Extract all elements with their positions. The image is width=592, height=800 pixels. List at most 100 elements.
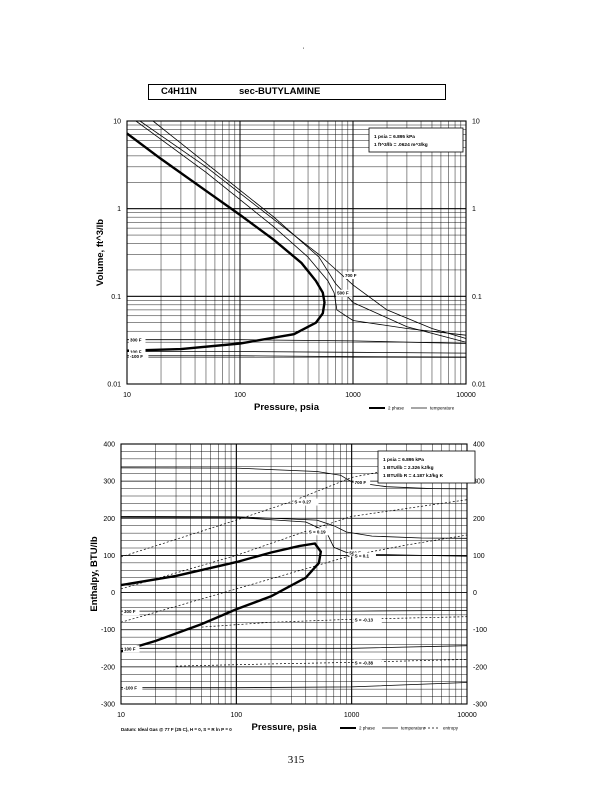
series-line-temperature: [120, 467, 468, 490]
legend-label: temperature: [401, 726, 426, 731]
series-label-bg: [123, 684, 143, 692]
x-tick-label: 1000: [344, 712, 360, 719]
series-line-entropy: [120, 499, 468, 590]
x-tick-label: 1000: [345, 392, 361, 399]
series-label-bg: [123, 608, 140, 616]
plot-frame: [120, 443, 468, 705]
series-label-bg: [293, 498, 319, 506]
y-tick-label-left: -100: [101, 627, 115, 634]
x-tick-label: 10000: [456, 392, 476, 399]
series-line-2-phase: [120, 542, 323, 653]
datum-footnote: Datum: Ideal Gas @ 77 F (25 C), H = 0, S…: [121, 727, 232, 732]
unit-note: 1 psia = 6.895 kPa: [374, 134, 415, 140]
series-label-bg: [129, 352, 149, 360]
series-label: 700 F: [345, 273, 357, 278]
series-label-bg: [129, 336, 146, 344]
scan-mark: ': [303, 48, 305, 54]
y-tick-label-right: 100: [473, 553, 485, 560]
volume-chart: 10 100 1000 10000 10 10 1 1 0.1 0.1 0.01 0.01 Pressu…: [95, 119, 486, 414]
series-label-bg: [353, 659, 382, 667]
compound-title-box: C4H11N sec-BUTYLAMINE: [148, 84, 446, 100]
y-tick-label-left: 100: [103, 553, 115, 560]
series-line-entropy: [120, 454, 468, 558]
series-line-temperature: [121, 682, 468, 689]
y-tick-label-left: 0.01: [107, 382, 121, 389]
series-label-bg: [344, 272, 361, 280]
y-axis-label: Enthalpy, BTU/lb: [89, 536, 100, 611]
y-tick-label-left: 300: [103, 479, 115, 486]
y-tick-label-left: 1: [117, 206, 121, 213]
y-tick-label-right: -100: [473, 627, 487, 634]
x-tick-label: 100: [234, 392, 246, 399]
x-tick-label: 10: [117, 712, 125, 719]
y-tick-label-right: 10: [472, 119, 480, 126]
y-tick-label-right: -300: [473, 702, 487, 709]
series-line-temperature: [121, 645, 468, 649]
series-label: 500 F: [337, 291, 349, 296]
series-line-temperature: [121, 610, 468, 612]
series-label-bg: [129, 348, 146, 356]
y-axis-label: Volume, ft^3/lb: [95, 219, 106, 286]
y-tick-label-right: 0.01: [472, 382, 486, 389]
compound-formula: C4H11N: [161, 86, 197, 97]
y-tick-label-right: 200: [473, 516, 485, 523]
unit-note: 1 psia = 6.895 kPa: [383, 457, 424, 463]
legend-label: 2 phase: [359, 726, 376, 731]
y-tick-label-left: 10: [113, 119, 121, 126]
y-tick-label-left: 400: [103, 442, 115, 449]
y-tick-label-right: 400: [473, 442, 485, 449]
series-label: S = -0.13: [355, 617, 374, 622]
unit-notes-box: [377, 450, 476, 484]
series-label: 700 F: [355, 480, 367, 485]
series-label: S = 0.19: [309, 529, 326, 534]
series-line-entropy: [120, 534, 468, 623]
series-label: 100 F: [124, 646, 136, 651]
series-label: 300 F: [124, 609, 136, 614]
x-axis-label: Pressure, psia: [254, 402, 320, 413]
series-line-entropy: [201, 616, 468, 628]
legend-label: 2 phase: [388, 406, 405, 411]
plot-frame: [126, 120, 467, 385]
series-label: S = 0.27: [294, 500, 311, 505]
series-line-temperature: [139, 120, 467, 339]
series-label: -100 F: [124, 686, 137, 691]
x-axis-label: Pressure, psia: [252, 722, 318, 733]
page-number: 315: [287, 754, 305, 766]
y-tick-label-right: 0: [473, 590, 477, 597]
compound-name: sec-BUTYLAMINE: [239, 86, 321, 97]
legend-label: entropy: [443, 726, 459, 731]
x-tick-label: 100: [230, 712, 242, 719]
series-label: S = 0.1: [355, 553, 370, 558]
series-line-temperature: [120, 516, 468, 557]
y-tick-label-right: -200: [473, 664, 487, 671]
series-line-temperature: [127, 355, 467, 358]
y-tick-label-left: 200: [103, 516, 115, 523]
series-label-bg: [336, 289, 353, 297]
series-label-bg: [123, 645, 140, 653]
legend-label: temperature: [430, 406, 455, 411]
series-line-temperature: [127, 351, 467, 354]
y-tick-label-right: 1: [472, 206, 476, 213]
y-tick-label-right: 0.1: [472, 294, 482, 301]
series-line-entropy: [175, 659, 468, 667]
series-line-temperature: [127, 339, 467, 344]
y-tick-label-left: 0: [111, 590, 115, 597]
series-line-temperature: [152, 120, 467, 343]
series-label: 300 F: [130, 338, 142, 343]
y-tick-label-left: 0.1: [111, 294, 121, 301]
x-tick-label: 10000: [457, 712, 477, 719]
series-label: S = -0.38: [355, 660, 374, 665]
series-line-temperature: [120, 516, 468, 539]
x-tick-label: 10: [123, 392, 131, 399]
series-line-2-phase: [126, 132, 326, 352]
unit-notes-box: [368, 127, 464, 153]
series-label-bg: [353, 478, 371, 486]
series-label-bg: [353, 616, 382, 624]
unit-note: 1 BTU/lb = 2.326 kJ/kg: [383, 465, 434, 471]
series-label-bg: [353, 552, 376, 560]
unit-note: 1 ft^3/lb = .0624 m^3/kg: [374, 142, 428, 148]
series-label: 100 F: [130, 349, 142, 354]
